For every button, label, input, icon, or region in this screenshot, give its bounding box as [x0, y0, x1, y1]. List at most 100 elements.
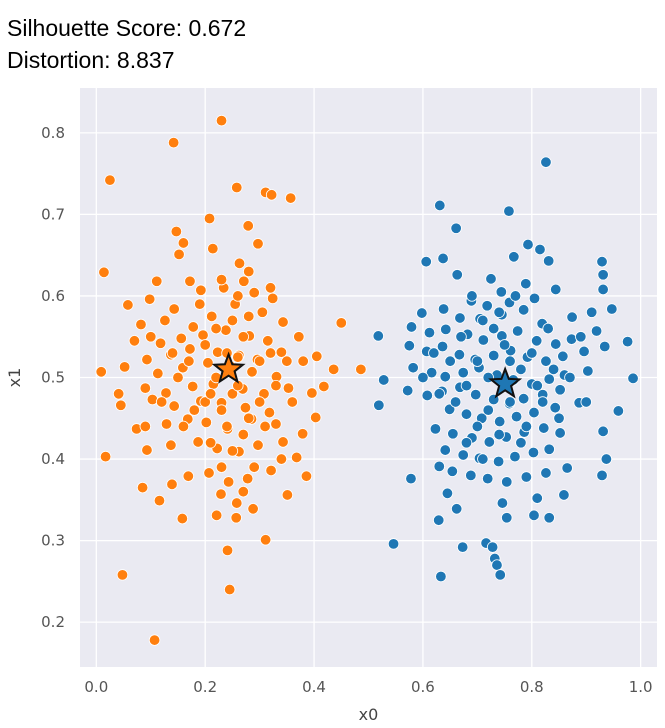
data-point: [454, 312, 466, 324]
data-point: [215, 461, 228, 473]
data-point: [542, 322, 554, 335]
data-point: [466, 290, 478, 302]
distortion-text: Distortion: 8.837: [7, 47, 175, 73]
data-point: [403, 339, 416, 352]
data-point: [528, 406, 540, 419]
data-point: [247, 503, 259, 515]
data-point: [192, 436, 204, 448]
y-tick-label: 0.8: [41, 124, 65, 142]
y-tick-label: 0.3: [41, 532, 65, 550]
data-point: [203, 212, 216, 225]
data-point: [239, 401, 252, 414]
data-point: [206, 310, 218, 323]
data-point: [266, 292, 279, 305]
y-tick-label: 0.2: [41, 613, 65, 631]
data-point: [152, 367, 164, 380]
data-point: [483, 436, 496, 448]
data-point: [248, 461, 260, 473]
data-point: [210, 509, 223, 522]
data-point: [405, 472, 417, 485]
data-point: [534, 243, 546, 256]
data-point: [248, 286, 260, 299]
data-point: [429, 423, 442, 435]
data-point: [115, 399, 127, 411]
data-point: [194, 298, 206, 310]
data-point: [496, 497, 509, 509]
data-point: [165, 439, 177, 451]
data-point: [455, 331, 467, 343]
data-point: [151, 275, 163, 287]
data-point: [526, 347, 538, 359]
data-point: [543, 373, 555, 385]
data-point: [296, 428, 309, 440]
data-point: [372, 330, 384, 342]
data-point: [231, 181, 243, 194]
data-point: [387, 538, 400, 550]
data-point: [471, 355, 484, 367]
data-point: [226, 388, 239, 400]
data-point: [434, 199, 446, 212]
data-point: [277, 436, 289, 448]
data-point: [578, 345, 590, 358]
data-points: [95, 114, 639, 646]
data-point: [460, 437, 473, 449]
data-point: [441, 487, 454, 500]
data-point: [253, 396, 266, 408]
data-point: [420, 256, 432, 268]
x-tick-label: 0.6: [411, 678, 435, 696]
data-point: [203, 467, 215, 479]
data-point: [226, 445, 239, 457]
data-point: [528, 509, 540, 522]
data-point: [242, 220, 254, 232]
data-point: [293, 331, 305, 343]
data-point: [116, 569, 129, 581]
x-axis-label: x0: [359, 705, 379, 724]
x-tick-label: 0.2: [193, 678, 217, 696]
data-point: [221, 420, 233, 433]
data-point: [487, 322, 500, 335]
data-point: [173, 248, 185, 261]
data-point: [182, 470, 195, 482]
data-point: [401, 384, 414, 397]
silhouette-score-text: Silhouette Score: 0.672: [7, 15, 247, 41]
y-tick-label: 0.6: [41, 287, 65, 305]
data-point: [200, 416, 212, 429]
data-point: [243, 310, 255, 323]
data-point: [170, 225, 183, 238]
data-point: [460, 379, 473, 392]
data-point: [443, 403, 456, 416]
data-point: [355, 363, 367, 376]
data-point: [222, 476, 235, 488]
data-point: [407, 362, 419, 374]
data-point: [237, 428, 250, 441]
data-point: [549, 401, 561, 414]
data-point: [503, 205, 515, 217]
data-point: [435, 570, 447, 583]
data-point: [246, 366, 258, 378]
x-tick-label: 0.0: [84, 678, 108, 696]
data-point: [437, 252, 449, 265]
data-point: [264, 282, 277, 294]
data-point: [264, 347, 277, 359]
data-point: [564, 371, 576, 384]
data-point: [199, 396, 211, 408]
data-point: [492, 455, 505, 468]
x-tick-label: 1.0: [629, 678, 653, 696]
data-point: [204, 388, 217, 400]
data-point: [238, 275, 250, 287]
data-point: [230, 512, 242, 524]
data-point: [237, 331, 250, 343]
data-point: [237, 485, 250, 498]
data-point: [517, 304, 530, 316]
data-point: [405, 321, 418, 333]
data-point: [327, 363, 340, 376]
data-point: [99, 450, 112, 463]
data-point: [542, 255, 555, 267]
data-point: [154, 337, 167, 349]
data-point: [204, 437, 217, 449]
data-point: [423, 326, 436, 339]
data-point: [259, 534, 272, 546]
data-point: [612, 405, 625, 417]
data-point: [159, 314, 171, 327]
data-point: [210, 322, 222, 335]
